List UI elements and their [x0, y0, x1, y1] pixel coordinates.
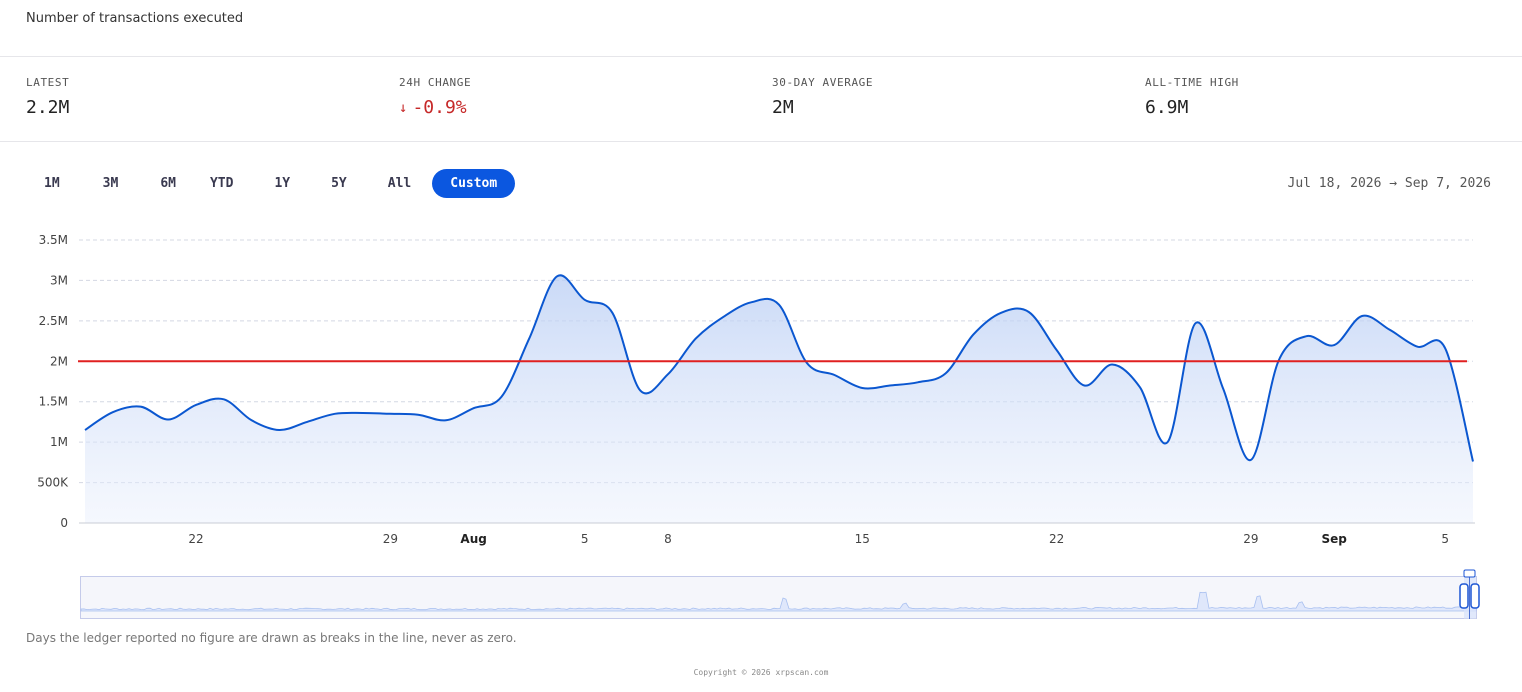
range-button-custom[interactable]: Custom [432, 169, 516, 198]
stat-24h-change-label: 24H CHANGE [399, 76, 472, 89]
range-button-1y[interactable]: 1Y [274, 176, 291, 191]
stat-24h-change: 24H CHANGE ↓ -0.9% [399, 76, 471, 118]
stat-24h-change-value-row: ↓ -0.9% [399, 97, 471, 118]
date-range-display: Jul 18, 2026 → Sep 7, 2026 [1287, 176, 1492, 191]
x-tick-label: 5 [1441, 532, 1449, 546]
page-title: Number of transactions executed [26, 11, 244, 26]
x-tick-label: 5 [581, 532, 589, 546]
series-line [84, 274, 1474, 462]
y-tick-label: 3.5M [39, 233, 68, 247]
navigator-series [80, 591, 1477, 612]
x-tick-label: 22 [188, 532, 203, 546]
navigator-grip[interactable] [1463, 569, 1476, 578]
range-button-3m[interactable]: 3M [102, 176, 119, 191]
x-tick-label: Aug [460, 532, 486, 546]
x-tick-label: 22 [1049, 532, 1064, 546]
arrow-down-icon: ↓ [399, 99, 408, 116]
y-axis: 0 500K 1M 1.5M 2M 2.5M 3M 3.5M [37, 233, 69, 530]
navigator-left-handle[interactable] [1459, 583, 1469, 609]
transactions-chart: 0 500K 1M 1.5M 2M 2.5M 3M 3.5M 22 29 Aug 5 8 15 22 29 S… [37, 233, 1480, 619]
stat-latest: LATEST 2.2M [26, 76, 69, 118]
y-tick-label: 2M [50, 354, 68, 368]
y-tick-label: 1.5M [39, 395, 68, 409]
y-tick-label: 500K [37, 476, 69, 490]
range-button-5y[interactable]: 5Y [331, 176, 347, 191]
series-area-fill [85, 275, 1473, 523]
stats-divider [0, 141, 1522, 142]
range-button-all[interactable]: All [387, 176, 412, 191]
stat-30day-average: 30-DAY AVERAGE 2M [772, 76, 873, 118]
stat-all-time-high-value: 6.9M [1145, 97, 1189, 118]
x-tick-label: 8 [664, 532, 672, 546]
stat-all-time-high: ALL-TIME HIGH 6.9M [1145, 76, 1239, 118]
header-divider [0, 56, 1522, 57]
copyright: Copyright © 2026 xrpscan.com [693, 668, 829, 677]
y-tick-label: 2.5M [39, 314, 68, 328]
y-tick-label: 3M [50, 273, 68, 287]
stat-latest-label: LATEST [26, 76, 70, 89]
range-button-1m[interactable]: 1M [44, 176, 60, 191]
x-axis: 22 29 Aug 5 8 15 22 29 Sep 5 [188, 532, 1449, 546]
range-selector: 1M 3M 6M YTD 1Y 5Y All Custom [30, 169, 516, 198]
stat-latest-value: 2.2M [26, 97, 70, 118]
stat-all-time-high-label: ALL-TIME HIGH [1145, 76, 1239, 89]
stat-30day-average-value: 2M [772, 97, 794, 118]
y-tick-label: 1M [50, 435, 68, 449]
x-tick-label: 29 [1243, 532, 1258, 546]
navigator-right-handle[interactable] [1470, 583, 1480, 609]
x-tick-label: 15 [855, 532, 870, 546]
stat-30day-average-label: 30-DAY AVERAGE [772, 76, 874, 89]
x-tick-label: Sep [1322, 532, 1348, 546]
range-button-ytd[interactable]: YTD [209, 176, 234, 191]
range-navigator[interactable] [80, 569, 1480, 619]
navigator-frame [80, 576, 1477, 619]
x-tick-label: 29 [383, 532, 398, 546]
range-button-6m[interactable]: 6M [160, 176, 176, 191]
footnote: Days the ledger reported no figure are d… [26, 631, 517, 645]
stat-24h-change-value: -0.9% [412, 97, 467, 118]
y-tick-label: 0 [60, 516, 68, 530]
